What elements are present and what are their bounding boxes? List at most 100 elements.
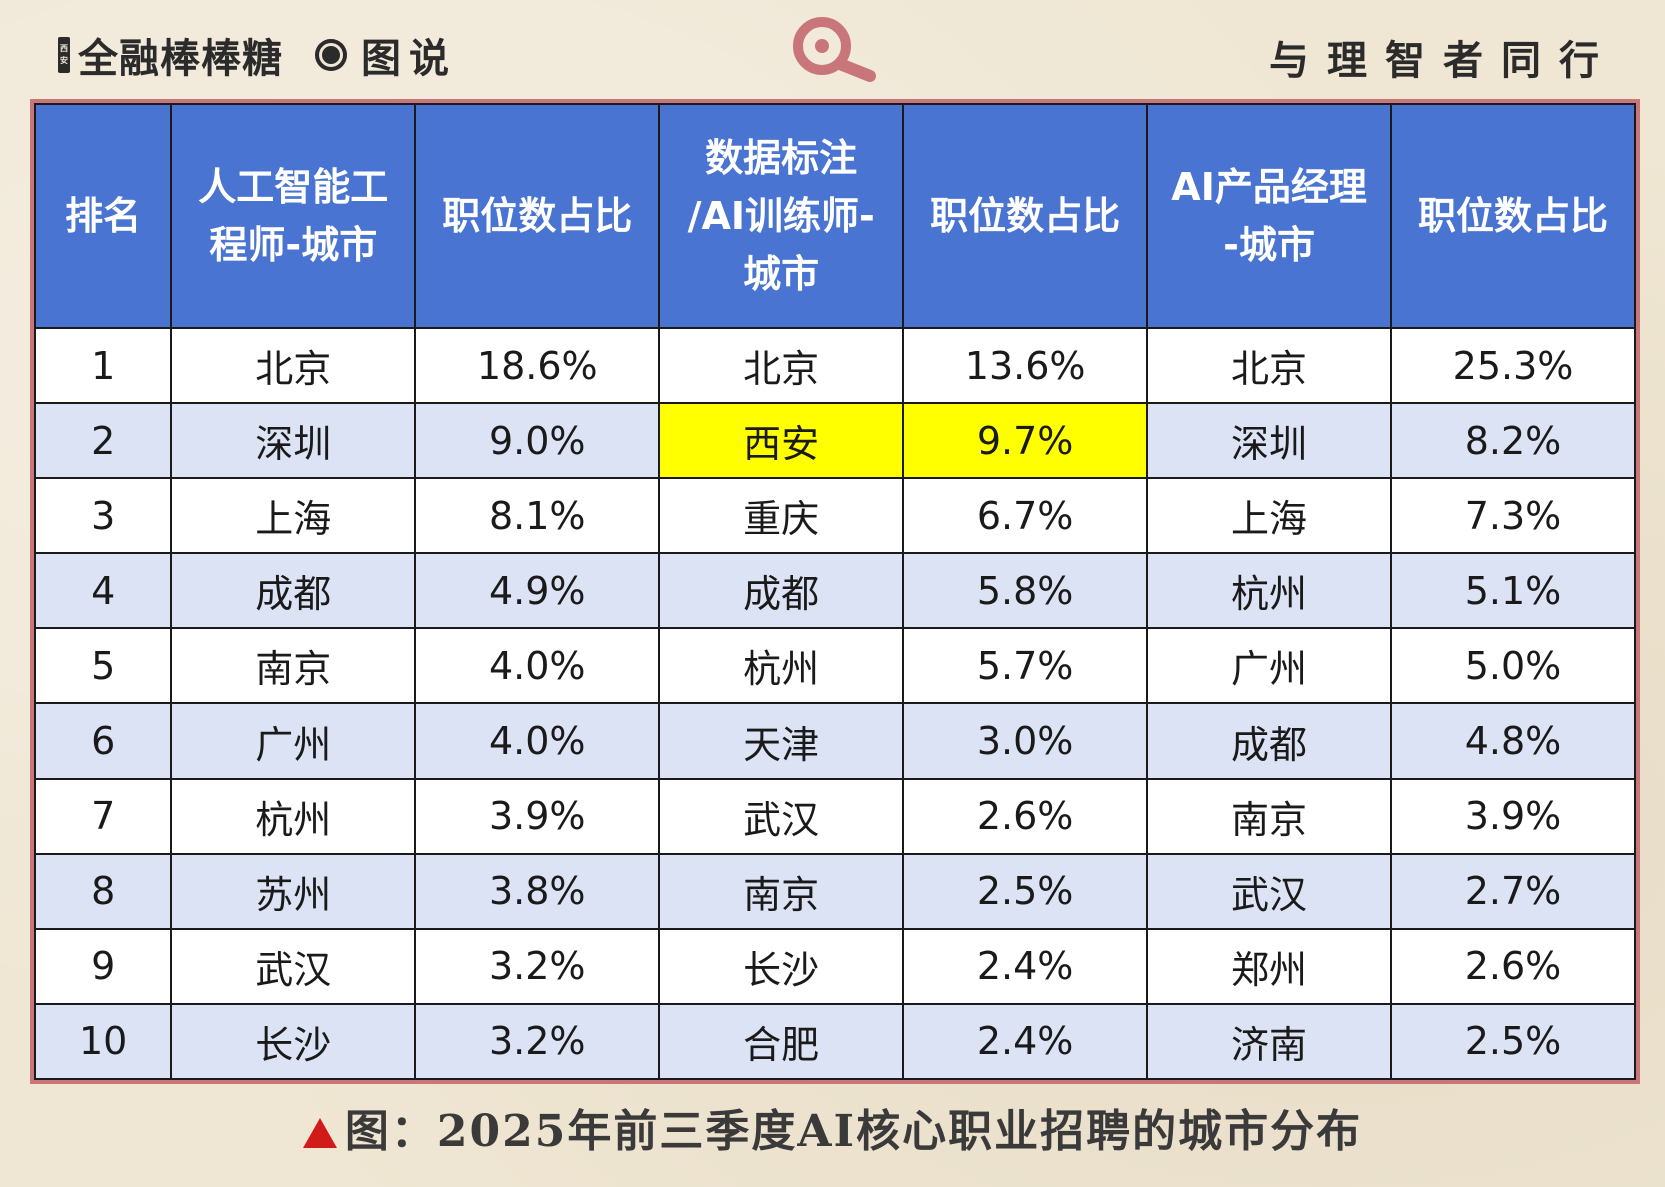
brand-subtitle: 图说 [361,36,457,82]
ranking-table-frame: 排名 人工智能工 程师-城市 职位数占比 数据标注/AI训练师- 城市 职位数占比 AI产品经… [30,99,1640,1084]
table-cell-r6-c0: 6 [34,702,173,780]
table-cell-r10-c0: 10 [34,1002,173,1080]
table-cell-r4-c5: 杭州 [1146,552,1393,630]
table-cell-r10-c1: 长沙 [170,1002,417,1080]
brand-badge: 西 安 [58,37,70,73]
table-cell-r10-c2: 3.2% [414,1002,661,1080]
table-cell-r7-c1: 杭州 [170,777,417,855]
table-cell-r2-c4: 9.7% [902,402,1149,480]
column-header-3: 数据标注/AI训练师- 城市 [658,103,905,329]
table-cell-r9-c0: 9 [34,927,173,1005]
table-cell-r7-c5: 南京 [1146,777,1393,855]
table-cell-r1-c4: 13.6% [902,326,1149,405]
table-cell-r2-c6: 8.2% [1390,402,1636,480]
table-cell-r3-c1: 上海 [170,477,417,555]
table-cell-r5-c1: 南京 [170,627,417,705]
brand: 西 安 全融棒棒糖 图说 [58,30,457,82]
table-row: 4 成都 4.9% 成都 5.8% 杭州 5.1% [34,552,1636,630]
table-cell-r7-c2: 3.9% [414,777,661,855]
table-header-row: 排名 人工智能工 程师-城市 职位数占比 数据标注/AI训练师- 城市 职位数占比 AI产品经… [34,103,1636,329]
table-row: 9 武汉 3.2% 长沙 2.4% 郑州 2.6% [34,927,1636,1005]
column-header-1: 人工智能工 程师-城市 [170,103,417,329]
table-cell-r9-c5: 郑州 [1146,927,1393,1005]
table-cell-r1-c0: 1 [34,326,173,405]
table-cell-r9-c4: 2.4% [902,927,1149,1005]
header: 西 安 全融棒棒糖 图说 与理智者同行 [0,0,1665,100]
motto: 与理智者同行 [1269,38,1617,84]
table-cell-r2-c5: 深圳 [1146,402,1393,480]
table-cell-r5-c3: 杭州 [658,627,905,705]
table-cell-r8-c1: 苏州 [170,852,417,930]
table-cell-r6-c2: 4.0% [414,702,661,780]
table-row: 1 北京 18.6% 北京 13.6% 北京 25.3% [34,326,1636,405]
table-cell-r7-c4: 2.6% [902,777,1149,855]
table-cell-r1-c6: 25.3% [1390,326,1636,405]
column-header-2: 职位数占比 [414,103,661,329]
ranking-table: 排名 人工智能工 程师-城市 职位数占比 数据标注/AI训练师- 城市 职位数占比 AI产品经… [34,103,1636,1080]
table-cell-r3-c5: 上海 [1146,477,1393,555]
table-cell-r1-c1: 北京 [170,326,417,405]
table-cell-r3-c6: 7.3% [1390,477,1636,555]
table-cell-r5-c2: 4.0% [414,627,661,705]
column-header-0: 排名 [34,103,173,329]
column-header-5: AI产品经理 -城市 [1146,103,1393,329]
table-cell-r8-c2: 3.8% [414,852,661,930]
table-cell-r3-c2: 8.1% [414,477,661,555]
table-cell-r7-c6: 3.9% [1390,777,1636,855]
table-cell-r5-c6: 5.0% [1390,627,1636,705]
table-cell-r8-c5: 武汉 [1146,852,1393,930]
table-cell-r10-c6: 2.5% [1390,1002,1636,1080]
table-cell-r6-c1: 广州 [170,702,417,780]
magnifier-logo-icon [793,17,876,82]
table-row: 8 苏州 3.8% 南京 2.5% 武汉 2.7% [34,852,1636,930]
table-cell-r3-c4: 6.7% [902,477,1149,555]
table-cell-r9-c3: 长沙 [658,927,905,1005]
table-cell-r8-c0: 8 [34,852,173,930]
brand-name: 全融棒棒糖 [78,36,283,82]
table-cell-r4-c4: 5.8% [902,552,1149,630]
table-row: 2 深圳 9.0% 西安 9.7% 深圳 8.2% [34,402,1636,480]
table-row: 5 南京 4.0% 杭州 5.7% 广州 5.0% [34,627,1636,705]
table-cell-r7-c0: 7 [34,777,173,855]
table-cell-r1-c3: 北京 [658,326,905,405]
table-body: 1 北京 18.6% 北京 13.6% 北京 25.3% 2 深圳 9.0% 西安 9.7% 深圳 8.2… [34,326,1636,1080]
table-cell-r3-c0: 3 [34,477,173,555]
table-cell-r3-c3: 重庆 [658,477,905,555]
table-cell-r5-c4: 5.7% [902,627,1149,705]
table-cell-r1-c2: 18.6% [414,326,661,405]
table-cell-r8-c6: 2.7% [1390,852,1636,930]
table-cell-r4-c2: 4.9% [414,552,661,630]
figure-caption: 图：2025年前三季度AI核心职业招聘的城市分布 [0,1095,1665,1159]
table-cell-r7-c3: 武汉 [658,777,905,855]
table-cell-r4-c6: 5.1% [1390,552,1636,630]
table-cell-r2-c3: 西安 [658,402,905,480]
record-dot-icon [315,39,347,71]
table-cell-r6-c6: 4.8% [1390,702,1636,780]
table-cell-r5-c5: 广州 [1146,627,1393,705]
table-row: 7 杭州 3.9% 武汉 2.6% 南京 3.9% [34,777,1636,855]
table-row: 10 长沙 3.2% 合肥 2.4% 济南 2.5% [34,1002,1636,1080]
table-cell-r2-c1: 深圳 [170,402,417,480]
table-cell-r10-c4: 2.4% [902,1002,1149,1080]
table-cell-r1-c5: 北京 [1146,326,1393,405]
table-cell-r2-c0: 2 [34,402,173,480]
table-cell-r10-c5: 济南 [1146,1002,1393,1080]
table-cell-r6-c5: 成都 [1146,702,1393,780]
table-cell-r4-c1: 成都 [170,552,417,630]
brand-badge-top: 西 [60,44,68,53]
table-cell-r4-c0: 4 [34,552,173,630]
column-header-6: 职位数占比 [1390,103,1636,329]
table-cell-r5-c0: 5 [34,627,173,705]
table-cell-r9-c1: 武汉 [170,927,417,1005]
triangle-marker-icon [302,1118,337,1148]
column-header-4: 职位数占比 [902,103,1149,329]
table-row: 3 上海 8.1% 重庆 6.7% 上海 7.3% [34,477,1636,555]
table-cell-r9-c6: 2.6% [1390,927,1636,1005]
brand-badge-bottom: 安 [60,56,68,65]
table-cell-r9-c2: 3.2% [414,927,661,1005]
table-cell-r6-c4: 3.0% [902,702,1149,780]
table-row: 6 广州 4.0% 天津 3.0% 成都 4.8% [34,702,1636,780]
table-cell-r8-c3: 南京 [658,852,905,930]
table-cell-r2-c2: 9.0% [414,402,661,480]
table-cell-r6-c3: 天津 [658,702,905,780]
